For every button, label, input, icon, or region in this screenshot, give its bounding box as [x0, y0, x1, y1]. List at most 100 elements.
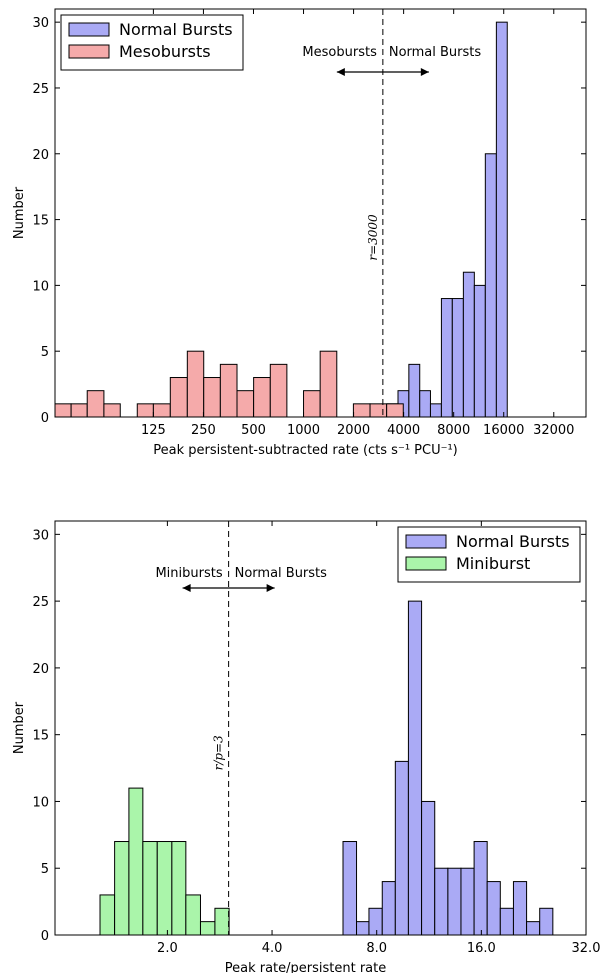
- x-tick-label: 2.0: [157, 941, 178, 956]
- bar: [136, 403, 154, 418]
- y-axis-label: Number: [12, 186, 27, 239]
- y-tick-label: 15: [32, 214, 49, 229]
- arrow-head-right: [266, 584, 275, 592]
- arrow-label-right: Normal Bursts: [235, 566, 328, 581]
- bar: [539, 907, 554, 936]
- bar: [495, 21, 508, 418]
- y-tick-label: 15: [32, 729, 49, 744]
- bar: [303, 390, 321, 418]
- legend-label: Normal Bursts: [456, 532, 570, 551]
- bar: [486, 881, 501, 936]
- x-tick-label: 8000: [437, 423, 470, 438]
- bar: [460, 867, 475, 936]
- x-tick-label: 1000: [287, 423, 320, 438]
- arrow-head-left: [336, 68, 345, 76]
- bar: [236, 390, 255, 418]
- x-tick-label: 16000: [483, 423, 524, 438]
- arrow-label-left: Minibursts: [155, 566, 222, 581]
- y-tick-label: 30: [32, 528, 49, 543]
- bar: [386, 403, 404, 418]
- arrow-head-left: [182, 584, 191, 592]
- y-tick-label: 20: [32, 662, 49, 677]
- bar: [214, 907, 230, 936]
- bar: [186, 350, 205, 418]
- legend-label: Miniburst: [456, 554, 530, 573]
- axes-frame: [54, 8, 587, 418]
- x-tick-label: 2000: [337, 423, 370, 438]
- legend-swatch: [68, 22, 110, 37]
- x-tick-label: 32.0: [572, 941, 601, 956]
- threshold-label: r=3000: [366, 214, 380, 261]
- bar: [219, 363, 238, 418]
- bar: [419, 390, 431, 418]
- bar: [171, 841, 187, 936]
- x-tick-label: 4.0: [262, 941, 283, 956]
- x-tick-label: 4000: [387, 423, 420, 438]
- bar: [253, 377, 271, 418]
- chart-bottom: 0 5 10 15 20 25 30 2.0 4.0 8.0 16.0 32.0 Peak rate/p…: [12, 520, 601, 973]
- y-tick-label: 25: [32, 595, 49, 610]
- series-mesobursts: [54, 350, 404, 418]
- y-tick-label: 20: [32, 148, 49, 163]
- bar: [128, 787, 144, 936]
- bar: [352, 403, 371, 418]
- bar: [156, 841, 173, 936]
- chart-top: 0 5 10 15 20 25 30 125 250 500 1000 2000 4000 8000 160…: [12, 8, 587, 458]
- bar: [421, 800, 436, 936]
- bar: [381, 881, 396, 936]
- bar: [447, 867, 462, 936]
- x-tick-label: 125: [141, 423, 166, 438]
- y-tick-label: 30: [32, 16, 49, 31]
- x-tick-label: 16.0: [467, 941, 496, 956]
- x-tick-label: 8.0: [366, 941, 387, 956]
- series-miniburst: [99, 787, 230, 936]
- bar: [169, 377, 188, 418]
- bar: [114, 841, 130, 936]
- legend: Normal Bursts Mesobursts: [60, 14, 244, 71]
- bar: [86, 390, 105, 418]
- legend: Normal Bursts Miniburst: [397, 526, 581, 583]
- bar: [394, 760, 409, 936]
- bar: [434, 867, 449, 936]
- bar: [473, 284, 486, 418]
- bar: [269, 363, 288, 418]
- bar: [142, 841, 158, 936]
- bar: [499, 907, 514, 936]
- bar: [408, 363, 421, 418]
- bar: [526, 921, 541, 936]
- bar: [185, 894, 201, 936]
- bar: [342, 841, 358, 936]
- x-tick-label: 250: [191, 423, 216, 438]
- y-tick-label: 5: [41, 345, 49, 360]
- bar: [429, 403, 442, 418]
- x-axis-label: Peak persistent-subtracted rate (cts s⁻¹…: [153, 443, 458, 458]
- bar: [319, 350, 338, 418]
- bar: [199, 921, 216, 936]
- legend-label: Mesobursts: [119, 42, 211, 61]
- y-axis-label: Number: [12, 701, 27, 754]
- y-tick-label: 10: [32, 279, 49, 294]
- y-tick-label: 25: [32, 82, 49, 97]
- bar: [484, 153, 497, 418]
- bar: [99, 894, 116, 936]
- bar: [369, 403, 388, 418]
- x-tick-label: 500: [241, 423, 266, 438]
- y-tick-label: 0: [41, 411, 49, 426]
- series-normal-bursts: [387, 21, 508, 418]
- legend-swatch: [405, 534, 447, 549]
- bar: [451, 298, 464, 418]
- bar: [368, 907, 383, 936]
- y-tick-label: 10: [32, 795, 49, 810]
- x-axis-label: Peak rate/persistent rate: [225, 961, 387, 973]
- bar: [407, 600, 423, 936]
- legend-swatch: [405, 556, 447, 571]
- bar: [462, 271, 475, 418]
- bar: [473, 841, 488, 936]
- bar: [70, 403, 88, 418]
- threshold-label: r/p=3: [212, 735, 226, 771]
- bar: [440, 298, 453, 418]
- bar: [152, 403, 171, 418]
- arrow-label-left: Mesobursts: [302, 45, 377, 60]
- y-tick-label: 0: [41, 929, 49, 944]
- bar: [103, 403, 121, 418]
